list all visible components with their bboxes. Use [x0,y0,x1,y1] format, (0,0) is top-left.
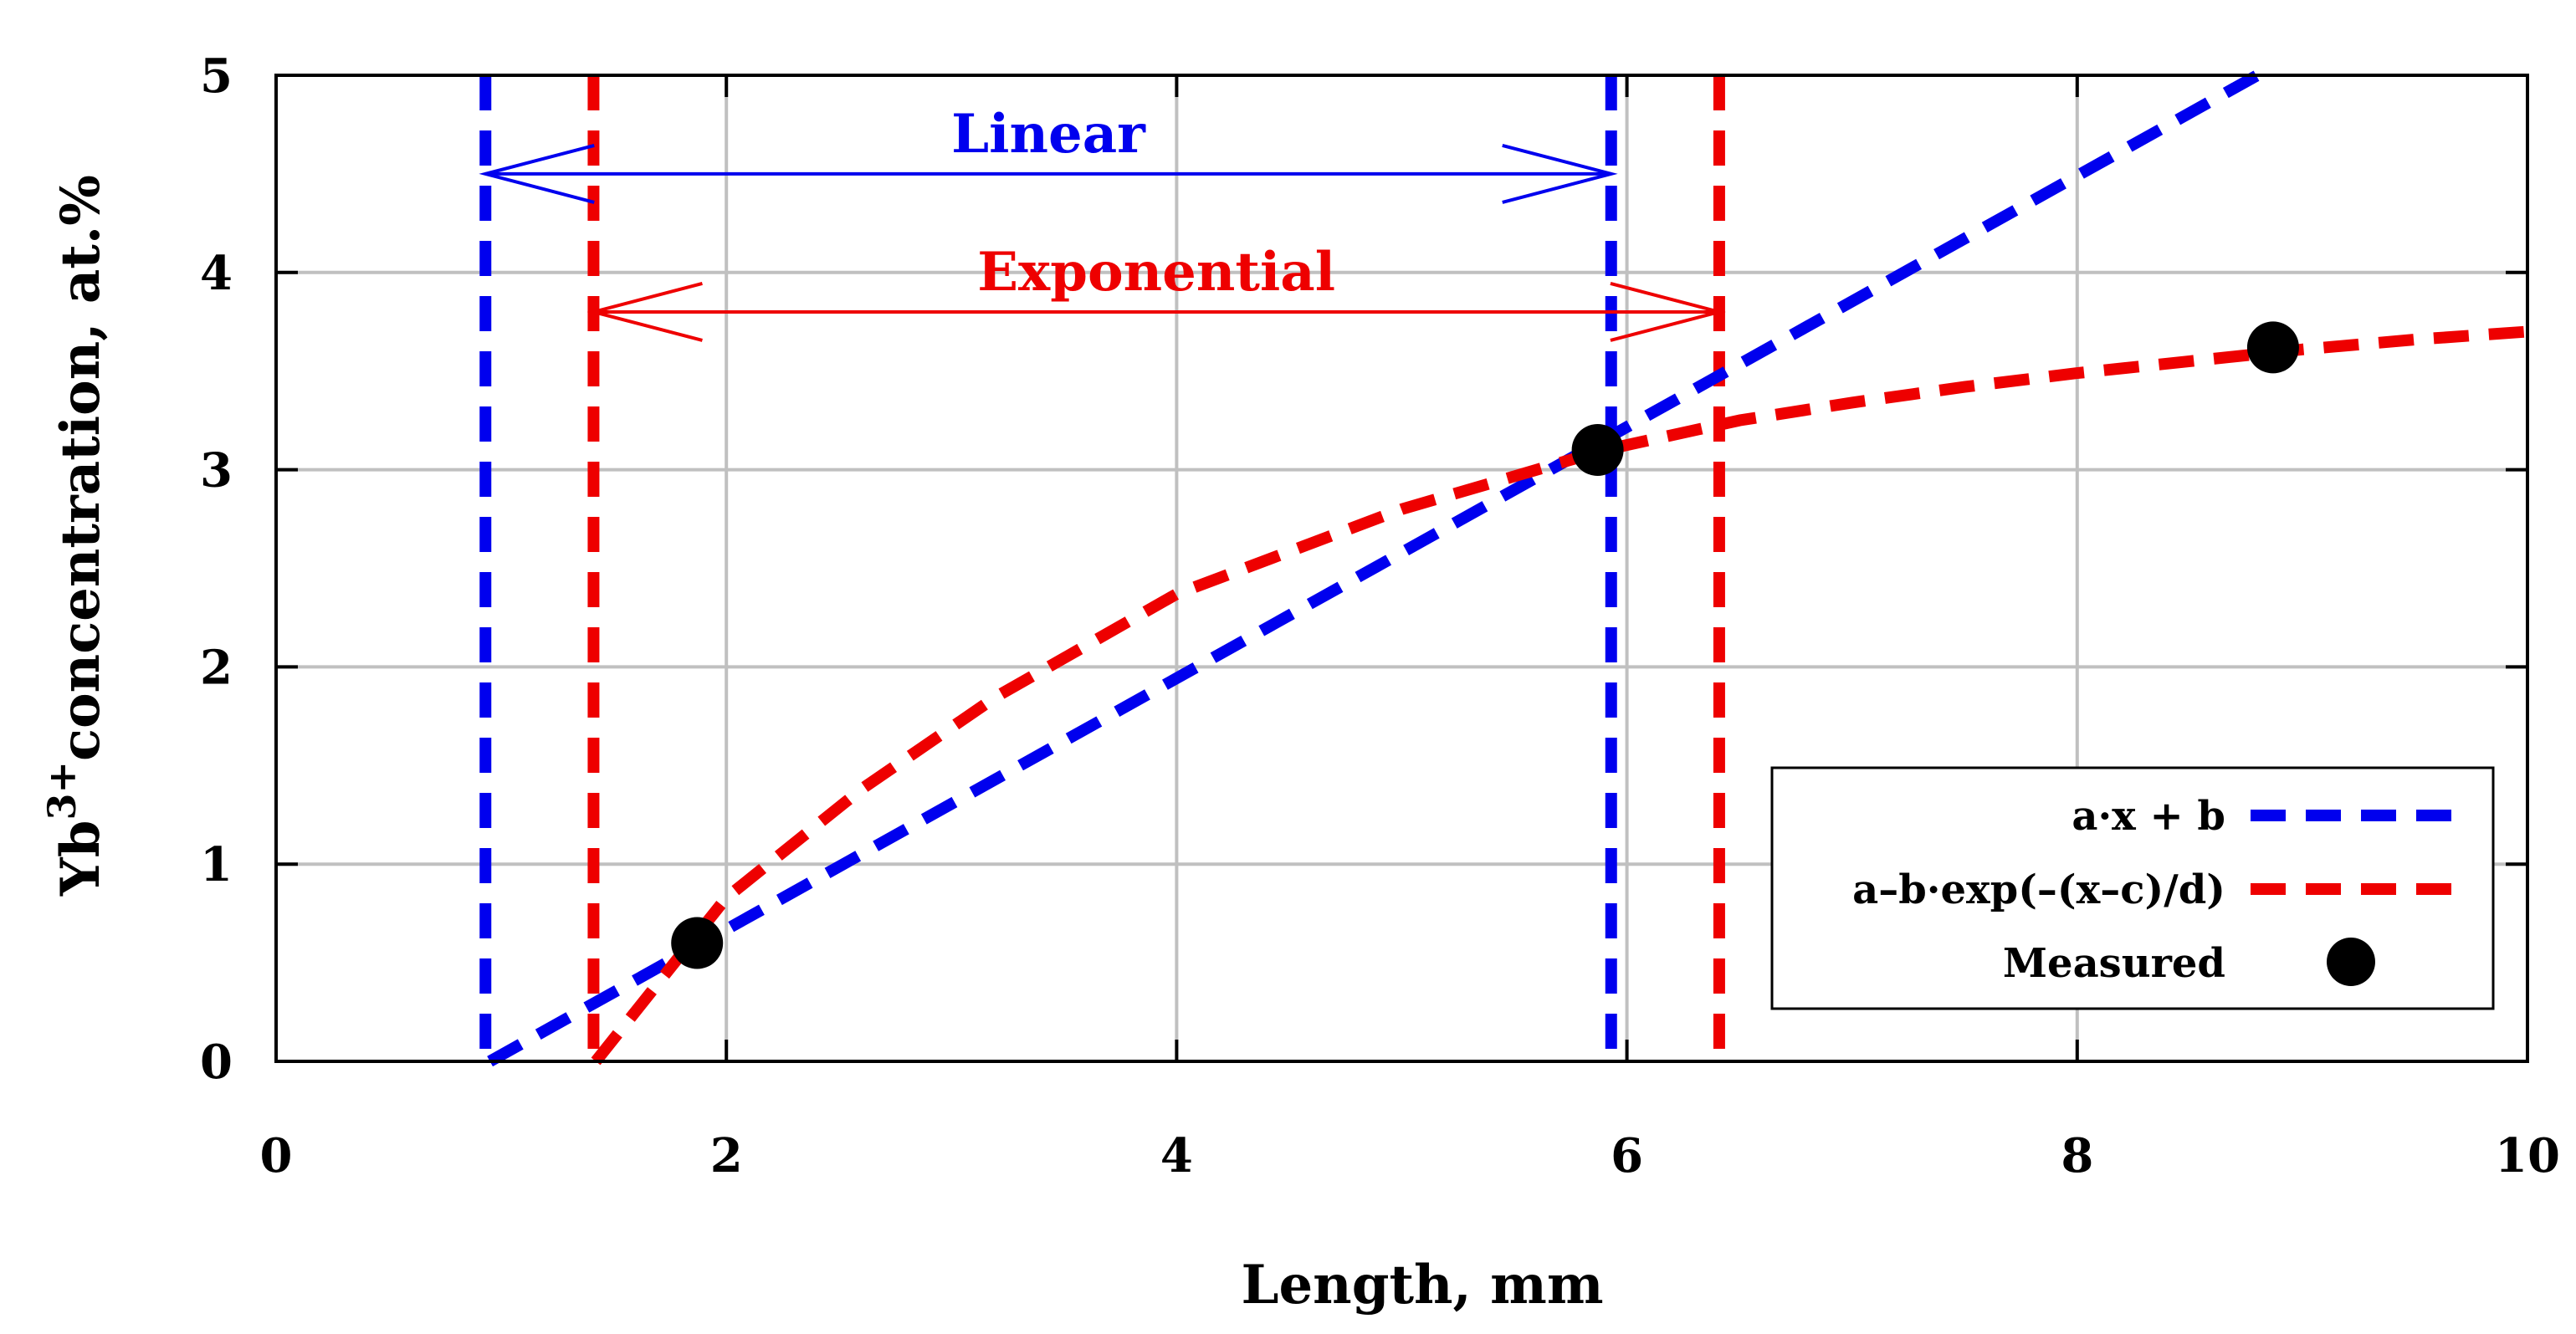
x-tick-label: 0 [260,1128,293,1183]
legend-label-exponential: a–b·exp(–(x–c)/d) [1852,866,2225,913]
x-tick-label: 6 [1611,1128,1643,1183]
region-boundary-lines [479,75,1725,1061]
range-annotations: Linear Exponential [479,103,1726,342]
y-tick-label: 5 [200,49,233,104]
y-tick-label: 3 [200,443,233,498]
linear-fit-line [487,69,2261,1067]
measured-point [1571,424,1624,477]
exponential-fit-line [591,325,2528,1066]
linear-range-arrowhead-right [1502,143,1618,204]
legend-label-measured: Measured [2003,940,2225,987]
y-tick-label: 2 [200,640,233,695]
measured-point [2246,321,2299,374]
axis-ticks: 0 2 4 6 8 10 0 1 2 3 4 5 [200,49,2560,1183]
measured-points [671,321,2299,969]
y-tick-label: 0 [200,1035,233,1090]
x-tick-label: 10 [2495,1128,2560,1183]
linear-range-arrowhead-left [479,143,595,204]
exponential-range-arrowhead-right [1610,282,1726,342]
legend: a·x + b a–b·exp(–(x–c)/d) Measured [1770,766,2495,1010]
measured-point [671,917,724,969]
y-axis-title-superscript: 3+ [39,761,85,820]
plot-frame [274,74,2529,1063]
y-axis-title: Yb3+concentration, at.% [39,175,112,897]
annotation-exponential-label: Exponential [977,241,1335,304]
y-tick-label: 4 [200,246,233,301]
x-axis-title: Length, mm [1241,1254,1603,1316]
y-tick-label: 1 [200,837,233,892]
x-tick-label: 4 [1160,1128,1193,1183]
y-axis-title-base: Yb [49,820,112,897]
x-tick-label: 8 [2061,1128,2093,1183]
data-series [487,69,2528,1067]
y-axis-title-rest: concentration, at.% [49,175,112,761]
exponential-range-arrowhead-left [586,282,703,342]
legend-swatch-measured [2327,938,2375,986]
x-tick-label: 2 [710,1128,743,1183]
grid-lines [276,75,2527,1061]
legend-label-linear: a·x + b [2072,793,2225,840]
annotation-linear-label: Linear [951,103,1146,166]
